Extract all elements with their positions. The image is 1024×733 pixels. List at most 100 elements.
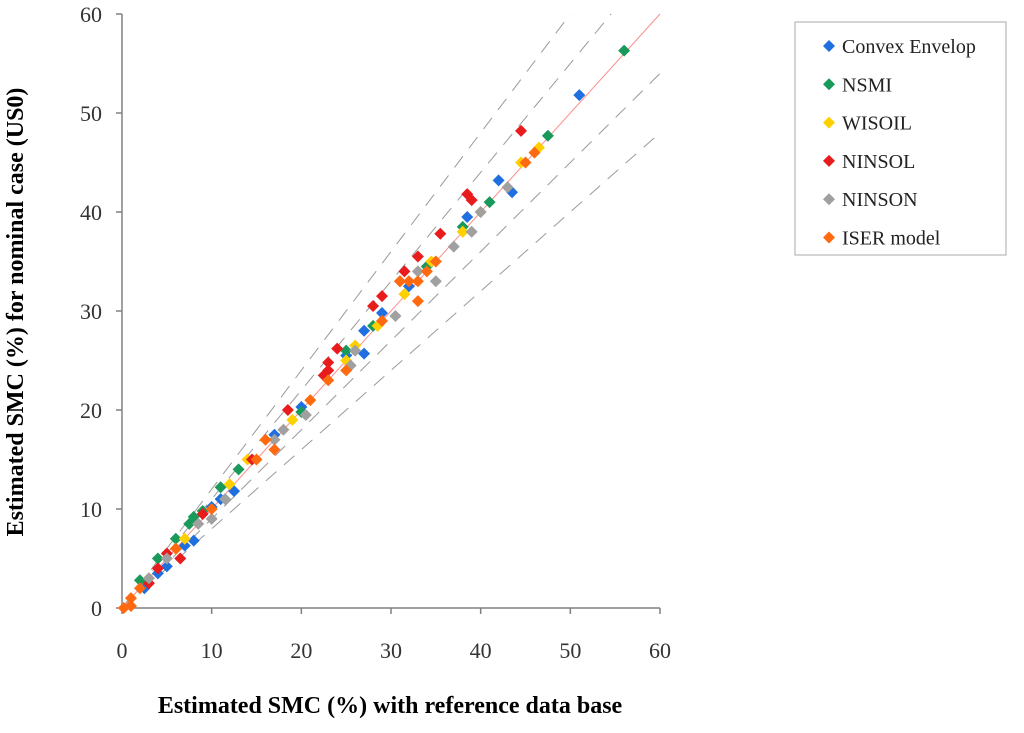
y-axis-title: Estimated SMC (%) for nominal case (US0) <box>3 88 29 537</box>
point-iser-model <box>169 542 182 555</box>
legend: Convex Envelop NSMI WISOIL NINSOL NINSON ISER… <box>794 21 1007 256</box>
point-ninsol <box>281 404 294 416</box>
point-ninson <box>277 423 290 436</box>
point-convex-envelop <box>358 324 371 337</box>
dash-outer-upper <box>121 13 571 609</box>
point-iser-model <box>402 275 415 288</box>
point-convex-envelop <box>376 306 389 319</box>
dash-inner-lower <box>121 73 661 609</box>
point-ninson <box>429 275 442 288</box>
point-iser-model <box>268 443 281 456</box>
point-ninsol <box>376 290 389 303</box>
legend-label-iser-model: ISER model <box>842 228 941 250</box>
legend-label-convex-envelop: Convex Envelop <box>842 36 976 58</box>
point-iser-model <box>133 582 146 595</box>
point-ninson <box>389 309 402 322</box>
point-ninsol <box>151 562 164 575</box>
x-tick-label: 10 <box>201 638 223 663</box>
point-iser-model <box>528 146 541 159</box>
point-iser-model <box>376 314 389 327</box>
point-ninson <box>299 408 312 421</box>
point-wisoil <box>178 532 191 545</box>
point-ninson <box>192 517 205 530</box>
x-tick-label: 40 <box>470 638 492 663</box>
legend-items: Convex Envelop NSMI WISOIL NINSOL NINSON ISER… <box>823 36 976 250</box>
point-ninson <box>501 181 514 194</box>
point-nsmi <box>151 552 164 565</box>
point-nsmi <box>232 463 245 476</box>
y-tick-label: 10 <box>80 497 102 522</box>
point-nsmi <box>541 129 554 142</box>
legend-box <box>794 21 1007 256</box>
point-iser-model <box>250 453 263 466</box>
point-iser-model <box>420 265 433 278</box>
point-ninson <box>474 206 487 218</box>
y-tick-label: 20 <box>80 398 102 423</box>
data-points <box>117 44 631 614</box>
x-tick-label: 50 <box>559 638 581 663</box>
x-tick-label: 30 <box>380 638 402 663</box>
point-ninsol <box>331 342 344 355</box>
point-iser-model <box>124 592 137 605</box>
x-axis-title: Estimated SMC (%) with reference data ba… <box>158 693 623 719</box>
point-ninsol <box>322 364 335 377</box>
x-tick-label: 60 <box>649 638 671 663</box>
legend-marker-ninson <box>823 193 835 206</box>
y-tick-label: 0 <box>91 596 102 621</box>
point-ninson <box>411 265 424 278</box>
legend-marker-nsmi <box>823 78 835 91</box>
legend-marker-wisoil <box>823 116 835 129</box>
point-nsmi <box>340 344 353 357</box>
point-nsmi <box>169 532 182 545</box>
point-convex-envelop <box>573 89 586 102</box>
point-wisoil <box>398 288 411 301</box>
legend-label-nsmi: NSMI <box>842 74 892 96</box>
point-ninson <box>219 493 232 506</box>
point-ninsol <box>411 250 424 263</box>
legend-label-ninson: NINSON <box>842 189 918 211</box>
y-tick-label: 30 <box>80 299 102 324</box>
point-ninson <box>142 572 155 585</box>
point-ninsol <box>367 300 380 313</box>
point-iser-model <box>304 394 317 407</box>
point-ninson <box>465 225 478 238</box>
point-convex-envelop <box>492 174 505 187</box>
point-iser-model <box>259 433 272 446</box>
point-iser-model <box>519 156 532 169</box>
point-iser-model <box>411 295 424 308</box>
point-ninsol <box>465 194 478 207</box>
y-tick-label: 40 <box>80 200 102 225</box>
point-ninsol <box>174 552 187 565</box>
point-ninsol <box>322 356 335 369</box>
point-convex-envelop <box>160 560 173 573</box>
point-nsmi <box>483 196 496 209</box>
point-wisoil <box>223 478 236 491</box>
legend-marker-ninsol <box>823 154 835 167</box>
point-iser-model <box>205 503 218 515</box>
point-iser-model <box>124 600 137 613</box>
legend-marker-convex-envelop <box>823 40 835 52</box>
legend-label-wisoil: WISOIL <box>842 113 912 135</box>
point-iser-model <box>393 275 406 288</box>
point-wisoil <box>456 225 469 238</box>
point-ninson <box>349 344 362 357</box>
point-convex-envelop <box>461 210 474 223</box>
point-ninsol <box>434 227 447 240</box>
point-iser-model <box>429 255 442 268</box>
point-nsmi <box>618 44 631 57</box>
dash-outer-lower <box>121 132 661 609</box>
point-ninson <box>268 433 281 446</box>
point-iser-model <box>411 275 424 288</box>
y-tick-label: 60 <box>80 2 102 27</box>
point-ninsol <box>398 265 411 278</box>
x-tick-label: 0 <box>117 638 128 663</box>
y-tick-label: 50 <box>80 101 102 126</box>
legend-label-ninsol: NINSOL <box>842 151 915 173</box>
point-ninson <box>160 552 173 565</box>
point-iser-model <box>340 364 353 377</box>
point-iser-model <box>322 374 335 387</box>
point-convex-envelop <box>187 534 200 547</box>
point-ninson <box>205 512 218 525</box>
point-ninsol <box>515 124 528 137</box>
